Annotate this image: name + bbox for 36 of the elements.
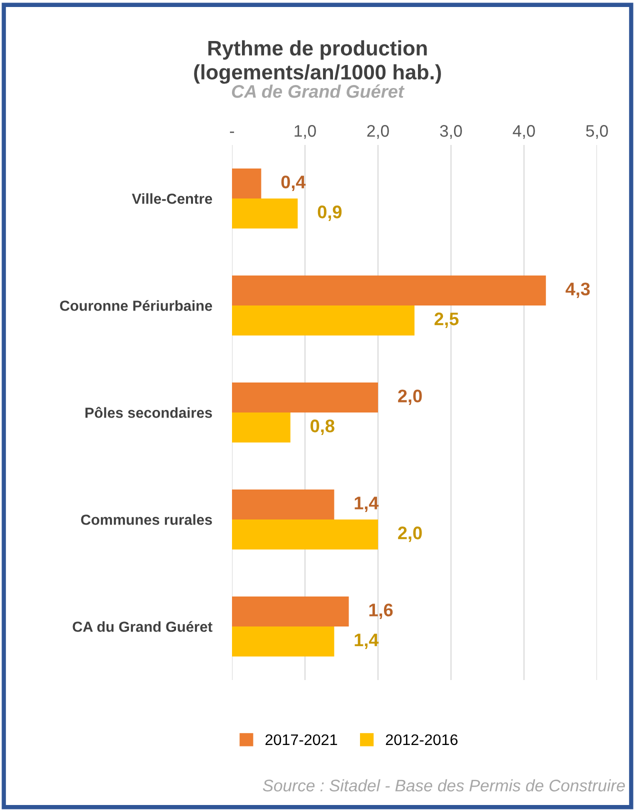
data-label: 0,8 (310, 420, 334, 435)
x-tick-label: 1,0 (294, 125, 316, 139)
bar (232, 412, 290, 442)
data-label: 0,9 (318, 206, 342, 221)
bar (232, 382, 378, 412)
bar (232, 276, 546, 306)
x-tick-label: - (230, 132, 234, 133)
chart-subtitle: CA de Grand Guéret (232, 84, 405, 98)
x-tick-label: 2,0 (367, 125, 389, 139)
data-label: 2,0 (398, 526, 422, 542)
x-tick-label: 5,0 (586, 125, 608, 139)
data-label: 2,5 (434, 312, 459, 328)
y-tick-label: CA du Grand Guéret (72, 621, 212, 632)
data-label: 0,4 (281, 176, 306, 191)
legend-label: 2017-2021 (266, 734, 338, 746)
legend-label: 2012-2016 (386, 734, 458, 746)
bar (232, 168, 262, 198)
data-label: 1,4 (354, 634, 379, 649)
bar (232, 198, 298, 228)
data-label: 4,3 (566, 282, 590, 298)
data-label: 1,6 (369, 604, 393, 619)
data-label: 2,0 (398, 390, 422, 405)
y-tick-label: Communes rurales (81, 514, 212, 525)
y-tick-label: Ville-Centre (132, 193, 212, 204)
chart-title: Rythme de production (logements/an/1000 hab.) (194, 40, 441, 84)
bar (232, 626, 334, 656)
bar (232, 490, 334, 520)
source-note: Source : Sitadel - Base des Permis de Construire (262, 779, 625, 792)
bar (232, 520, 378, 550)
bar (232, 306, 414, 336)
y-tick-label: Pôles secondaires (85, 406, 212, 418)
data-label: 1,4 (354, 496, 379, 512)
y-tick-label: Couronne Périurbaine (60, 300, 212, 311)
x-tick-label: 4,0 (512, 125, 535, 139)
bar (232, 596, 349, 626)
x-tick-label: 3,0 (440, 125, 462, 139)
